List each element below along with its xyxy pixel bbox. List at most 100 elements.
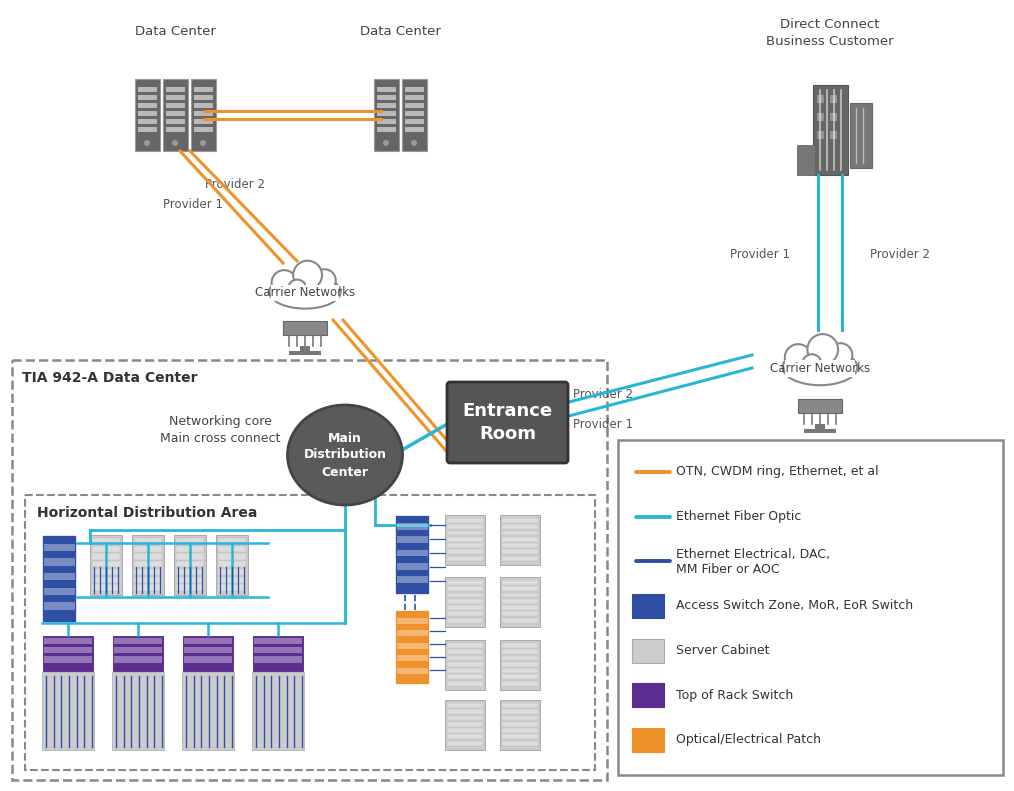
Bar [816,131,823,139]
Bar [44,543,75,551]
Bar [798,399,842,413]
Bar [447,537,483,542]
Bar [502,592,538,597]
Bar [395,515,430,595]
Bar [405,95,424,100]
Text: Horizontal Distribution Area: Horizontal Distribution Area [37,506,258,520]
Bar [216,535,248,595]
Bar [447,556,483,561]
Bar [447,649,483,654]
Circle shape [172,140,178,146]
Bar [176,546,204,552]
Bar [447,605,483,610]
Bar [447,675,483,679]
Bar [502,537,538,542]
Bar [218,554,246,560]
Bar [502,618,538,623]
Bar [502,524,538,529]
Bar [447,668,483,673]
Bar [447,729,483,733]
Bar [816,113,823,121]
Bar [194,87,213,92]
Bar [114,657,162,663]
Circle shape [293,261,322,290]
Bar [447,710,483,714]
Bar [114,638,162,644]
Bar [502,586,538,591]
Bar [632,594,664,618]
Bar [218,585,246,591]
Text: Provider 2: Provider 2 [573,388,633,402]
Bar [191,79,216,151]
Bar [447,580,483,585]
Bar [502,649,538,654]
Bar [397,577,428,583]
Bar [218,569,246,575]
Bar [502,710,538,714]
Bar [376,127,395,132]
Bar [397,550,428,556]
Text: Ethernet Fiber Optic: Ethernet Fiber Optic [676,510,801,523]
Bar [502,518,538,523]
Bar [402,79,427,151]
Bar [397,642,428,649]
Bar [44,603,75,610]
Bar [114,647,162,653]
Bar [502,531,538,536]
Bar [138,119,156,124]
Bar [447,611,483,616]
Bar [395,610,430,685]
Bar [632,638,664,663]
Text: Networking core
Main cross connect: Networking core Main cross connect [160,415,280,445]
Bar [804,429,836,433]
Bar [405,111,424,116]
Bar [502,722,538,727]
Text: Provider 2: Provider 2 [205,179,265,191]
Text: MM Fiber or AOC: MM Fiber or AOC [676,563,780,576]
Bar [92,554,120,560]
Bar [44,588,75,595]
Bar [90,535,122,595]
Bar [92,577,120,583]
Bar [165,87,185,92]
Bar [194,103,213,108]
Bar [165,103,185,108]
Bar [194,111,213,116]
Bar [815,424,825,429]
Bar [447,531,483,536]
Bar [376,87,395,92]
Bar [447,722,483,727]
Bar [176,538,204,544]
Circle shape [272,271,297,295]
Bar [447,703,483,708]
Bar [138,111,156,116]
Bar [182,635,234,672]
Bar [502,556,538,561]
Bar [445,515,485,565]
Bar [283,321,327,335]
Text: Provider 1: Provider 1 [163,199,223,211]
Bar [397,536,428,543]
Bar [376,119,395,124]
Circle shape [807,334,839,365]
Bar [502,681,538,686]
Bar [194,119,213,124]
Text: Access Switch Zone, MoR, EoR Switch: Access Switch Zone, MoR, EoR Switch [676,600,914,612]
Bar [797,145,814,175]
Bar [300,346,310,351]
Bar [397,523,428,530]
Circle shape [828,343,853,367]
Bar [500,700,540,750]
Bar [447,592,483,597]
Text: Provider 1: Provider 1 [730,248,790,262]
Bar [850,103,871,168]
Circle shape [200,140,206,146]
Text: Server Cabinet: Server Cabinet [676,644,770,657]
Bar [254,647,302,653]
Bar [92,569,120,575]
Bar [502,550,538,554]
Bar [500,577,540,627]
Bar [447,524,483,529]
Text: Top of Rack Switch: Top of Rack Switch [676,689,793,702]
Bar [447,716,483,721]
